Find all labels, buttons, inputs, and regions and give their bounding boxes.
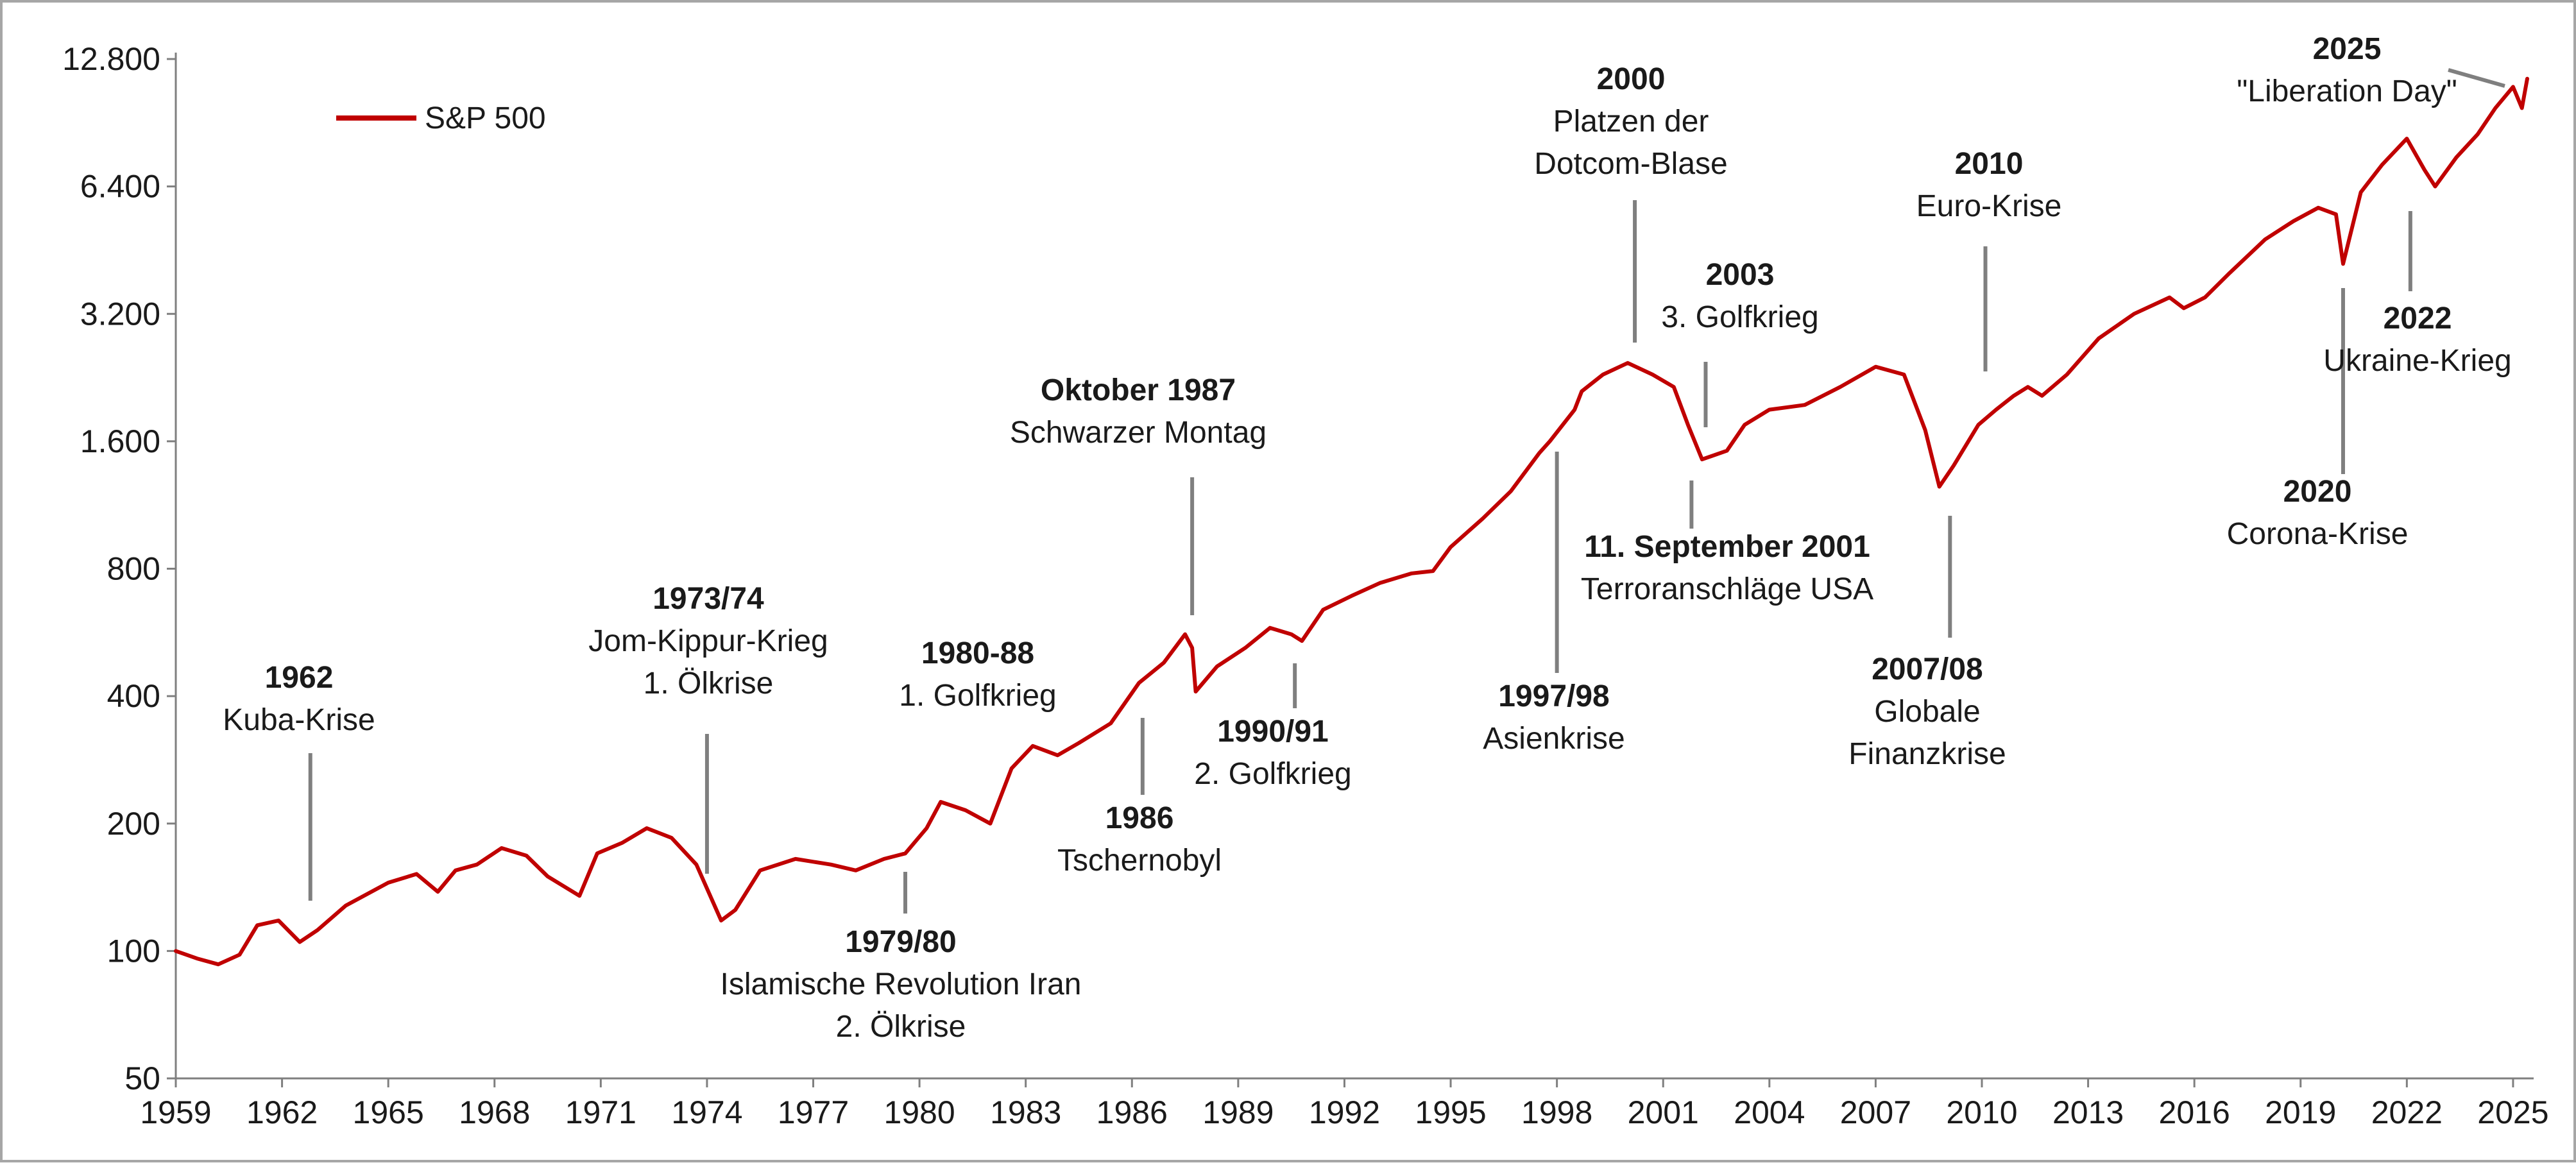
x-tick-label: 2013	[2052, 1094, 2124, 1130]
annotation-line: Dotcom-Blase	[1534, 147, 1727, 181]
annotations: 1962 Kuba-Krise 1973/74 Jom-Kippur-Krieg 1. …	[223, 32, 2511, 1044]
annotation-line: Schwarzer Montag	[1010, 416, 1267, 450]
leader-line-2025	[2448, 68, 2505, 88]
annotation-2010: 2010 Euro-Krise	[1916, 147, 2062, 223]
x-tick-label: 1986	[1096, 1094, 1168, 1130]
x-tick-label: 1998	[1521, 1094, 1592, 1130]
x-tick-label: 1989	[1202, 1094, 1274, 1130]
annotation-title: 2022	[2384, 302, 2452, 336]
annotation-1990-91: 1990/91 2. Golfkrieg	[1194, 715, 1351, 791]
legend: S&P 500	[336, 101, 546, 135]
annotation-title: 1990/91	[1217, 715, 1329, 749]
annotation-1962: 1962 Kuba-Krise	[223, 661, 375, 737]
annotation-line: Globale	[1874, 695, 1980, 729]
y-tick-label: 50	[124, 1060, 160, 1096]
annotation-2003: 2003 3. Golfkrieg	[1661, 258, 1818, 334]
sp500-chart: 50 100 200 400 800 1.600 3.200 6.400 12.800 1959…	[62, 32, 2549, 1130]
x-tick-label: 1965	[353, 1094, 424, 1130]
x-tick-label: 2019	[2265, 1094, 2336, 1130]
annotation-line: Kuba-Krise	[223, 703, 375, 737]
annotation-2000: 2000 Platzen der Dotcom-Blase	[1534, 62, 1727, 181]
x-axis-ticks: 1959 1962 1965 1968 1971 1974 1977 1980 1983 1986…	[140, 1078, 2549, 1130]
x-tick-label: 2025	[2477, 1094, 2548, 1130]
annotation-title: 2020	[2283, 475, 2352, 509]
y-tick-label: 1.600	[80, 423, 160, 459]
annotation-title: 1973/74	[653, 582, 764, 616]
annotation-oktober-1987: Oktober 1987 Schwarzer Montag	[1010, 373, 1267, 450]
annotation-2022: 2022 Ukraine-Krieg	[2323, 302, 2511, 378]
x-tick-label: 1974	[671, 1094, 742, 1130]
annotation-1973-74: 1973/74 Jom-Kippur-Krieg 1. Ölkrise	[588, 582, 828, 701]
annotation-line: 1. Golfkrieg	[899, 679, 1056, 713]
annotation-line: Platzen der	[1553, 105, 1709, 139]
annotation-1979-80: 1979/80 Islamische Revolution Iran 2. Ölkr…	[721, 925, 1082, 1044]
y-axis-ticks: 50 100 200 400 800 1.600 3.200 6.400 12.800	[62, 41, 176, 1096]
annotation-title: 2010	[1955, 147, 2024, 181]
annotation-title: Oktober 1987	[1041, 373, 1236, 407]
annotation-line: Islamische Revolution Iran	[721, 967, 1082, 1001]
x-tick-label: 1980	[883, 1094, 955, 1130]
annotation-title: 2003	[1706, 258, 1775, 292]
x-tick-label: 1983	[990, 1094, 1061, 1130]
annotation-title: 1979/80	[845, 925, 957, 959]
annotation-2007-08: 2007/08 Globale Finanzkrise	[1848, 652, 2006, 771]
annotation-line: Finanzkrise	[1848, 737, 2006, 771]
annotation-1986: 1986 Tschernobyl	[1057, 801, 1222, 878]
annotation-title: 2000	[1597, 62, 1666, 96]
annotation-title: 1997/98	[1498, 679, 1610, 713]
annotation-line: Asienkrise	[1483, 722, 1625, 756]
annotation-line: 3. Golfkrieg	[1661, 300, 1818, 334]
annotation-1980-88: 1980-88 1. Golfkrieg	[899, 636, 1056, 713]
x-tick-label: 2001	[1628, 1094, 1699, 1130]
x-tick-label: 2004	[1734, 1094, 1805, 1130]
annotation-line: Ukraine-Krieg	[2323, 344, 2511, 378]
y-tick-label: 3.200	[80, 296, 160, 332]
annotation-2025: 2025 "Liberation Day"	[2237, 32, 2457, 108]
annotation-title: 2025	[2313, 32, 2382, 66]
annotation-title: 2007/08	[1872, 652, 1983, 686]
annotation-line: Terroranschläge USA	[1581, 572, 1873, 606]
annotation-title: 1980-88	[921, 636, 1034, 670]
y-tick-label: 200	[107, 806, 160, 842]
y-tick-label: 800	[107, 551, 160, 587]
annotation-leaders	[308, 68, 2505, 914]
x-tick-label: 2016	[2159, 1094, 2230, 1130]
x-tick-label: 1971	[565, 1094, 636, 1130]
x-tick-label: 2010	[1946, 1094, 2017, 1130]
y-tick-label: 100	[107, 933, 160, 969]
annotation-line: Corona-Krise	[2227, 517, 2409, 551]
annotation-line: 2. Ölkrise	[836, 1010, 966, 1044]
x-tick-label: 2007	[1840, 1094, 1911, 1130]
x-tick-label: 1977	[778, 1094, 849, 1130]
annotation-line: Tschernobyl	[1057, 844, 1222, 878]
annotation-title: 1986	[1105, 801, 1174, 835]
annotation-line: 2. Golfkrieg	[1194, 757, 1351, 791]
x-tick-label: 1962	[246, 1094, 318, 1130]
series-layer	[174, 76, 2529, 967]
x-tick-label: 2022	[2371, 1094, 2443, 1130]
y-tick-label: 12.800	[62, 41, 160, 77]
series-line-s-p-500	[174, 76, 2529, 967]
x-tick-label: 1968	[459, 1094, 530, 1130]
annotation-line: Jom-Kippur-Krieg	[588, 624, 828, 658]
y-tick-label: 400	[107, 678, 160, 714]
axes	[175, 53, 2534, 1080]
y-tick-label: 6.400	[80, 169, 160, 205]
annotation-1997-98: 1997/98 Asienkrise	[1483, 679, 1625, 756]
annotation-title: 11. September 2001	[1584, 530, 1870, 564]
annotation-title: 1962	[265, 661, 334, 695]
annotation-line: Euro-Krise	[1916, 189, 2062, 223]
x-tick-label: 1995	[1415, 1094, 1486, 1130]
annotation-line: 1. Ölkrise	[644, 667, 774, 701]
x-tick-label: 1959	[140, 1094, 211, 1130]
annotation-line: "Liberation Day"	[2237, 74, 2457, 108]
legend-label-sp500: S&P 500	[425, 101, 546, 135]
annotation-2020: 2020 Corona-Krise	[2227, 475, 2409, 551]
x-tick-label: 1992	[1309, 1094, 1380, 1130]
annotation-11-september-2001: 11. September 2001 Terroranschläge USA	[1581, 530, 1873, 606]
